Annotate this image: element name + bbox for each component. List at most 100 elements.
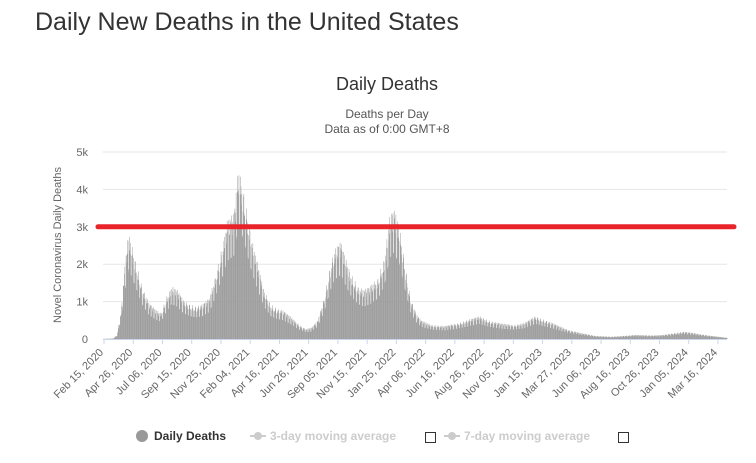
bar[interactable] xyxy=(402,253,404,339)
bar[interactable] xyxy=(246,222,248,339)
bar[interactable] xyxy=(644,336,645,339)
bar[interactable] xyxy=(590,336,591,339)
bar[interactable] xyxy=(701,335,703,339)
bar[interactable] xyxy=(591,335,592,339)
bar[interactable] xyxy=(684,334,686,339)
bar[interactable] xyxy=(631,335,633,339)
bar[interactable] xyxy=(605,336,606,339)
bar[interactable] xyxy=(158,312,160,339)
bar[interactable] xyxy=(604,337,606,339)
bar[interactable] xyxy=(516,326,518,339)
bar[interactable] xyxy=(307,331,309,339)
bar[interactable] xyxy=(195,307,197,339)
bar[interactable] xyxy=(418,316,419,339)
bar[interactable] xyxy=(398,238,399,339)
bar[interactable] xyxy=(435,326,436,339)
bar[interactable] xyxy=(375,284,377,339)
bar[interactable] xyxy=(583,333,585,339)
bar[interactable] xyxy=(390,257,391,339)
bar[interactable] xyxy=(720,337,722,339)
bar[interactable] xyxy=(131,255,133,339)
bar[interactable] xyxy=(236,239,237,339)
bar[interactable] xyxy=(594,335,596,339)
bar[interactable] xyxy=(558,330,560,339)
bar[interactable] xyxy=(204,303,205,339)
bar[interactable] xyxy=(185,314,186,339)
bar[interactable] xyxy=(650,335,652,339)
bar[interactable] xyxy=(218,272,220,339)
bar[interactable] xyxy=(320,310,321,339)
bar[interactable] xyxy=(302,328,304,339)
bar[interactable] xyxy=(352,284,353,339)
bar[interactable] xyxy=(468,322,470,339)
bar[interactable] xyxy=(225,266,226,339)
bar[interactable] xyxy=(627,336,629,339)
bar[interactable] xyxy=(453,329,455,339)
bar[interactable] xyxy=(508,325,510,339)
bar[interactable] xyxy=(140,288,142,339)
bar[interactable] xyxy=(606,336,608,339)
bar[interactable] xyxy=(548,324,549,339)
bar[interactable] xyxy=(579,332,580,339)
bar[interactable] xyxy=(632,335,633,339)
bar[interactable] xyxy=(477,319,479,339)
bar[interactable] xyxy=(626,335,627,339)
bar[interactable] xyxy=(365,306,366,339)
bar[interactable] xyxy=(563,329,565,339)
bar[interactable] xyxy=(140,287,141,339)
bar[interactable] xyxy=(689,332,691,339)
bar[interactable] xyxy=(169,291,170,339)
bar[interactable] xyxy=(605,336,607,339)
bar[interactable] xyxy=(329,270,330,339)
bar[interactable] xyxy=(167,301,168,339)
bar[interactable] xyxy=(574,331,576,339)
bar[interactable] xyxy=(359,290,361,339)
bar[interactable] xyxy=(277,311,278,339)
bar[interactable] xyxy=(470,325,471,339)
bar[interactable] xyxy=(403,270,405,339)
bar[interactable] xyxy=(669,335,671,339)
bar[interactable] xyxy=(160,312,161,339)
bar[interactable] xyxy=(174,288,175,339)
bar[interactable] xyxy=(549,321,550,339)
bar[interactable] xyxy=(347,266,348,339)
bar[interactable] xyxy=(555,324,556,339)
bar[interactable] xyxy=(541,325,543,339)
bar[interactable] xyxy=(518,326,519,339)
bar[interactable] xyxy=(293,325,294,339)
bar[interactable] xyxy=(685,331,686,339)
bar[interactable] xyxy=(182,302,184,339)
bar[interactable] xyxy=(253,277,254,339)
bar[interactable] xyxy=(649,335,650,339)
bar[interactable] xyxy=(309,329,310,339)
bar[interactable] xyxy=(273,317,274,339)
bar[interactable] xyxy=(451,325,452,339)
bar[interactable] xyxy=(348,276,349,339)
bar[interactable] xyxy=(540,318,541,339)
bar[interactable] xyxy=(222,251,224,339)
bar[interactable] xyxy=(703,335,704,339)
bar[interactable] xyxy=(139,298,141,339)
bar[interactable] xyxy=(264,292,265,339)
bar[interactable] xyxy=(195,306,196,339)
bar[interactable] xyxy=(529,321,530,339)
bar[interactable] xyxy=(457,323,459,339)
bar[interactable] xyxy=(489,322,490,339)
bar[interactable] xyxy=(677,333,679,339)
bar[interactable] xyxy=(323,300,325,339)
bar[interactable] xyxy=(154,309,155,339)
bar[interactable] xyxy=(659,335,661,339)
bar[interactable] xyxy=(275,312,277,339)
bar[interactable] xyxy=(316,327,318,339)
bar[interactable] xyxy=(494,323,496,339)
bar[interactable] xyxy=(196,317,197,339)
bar[interactable] xyxy=(312,325,314,339)
bar[interactable] xyxy=(235,192,237,339)
bar[interactable] xyxy=(577,332,579,339)
bar[interactable] xyxy=(153,318,155,339)
bar[interactable] xyxy=(669,334,670,339)
bar[interactable] xyxy=(475,318,476,339)
bar[interactable] xyxy=(368,288,370,339)
bar[interactable] xyxy=(665,334,666,339)
bar[interactable] xyxy=(522,323,523,339)
